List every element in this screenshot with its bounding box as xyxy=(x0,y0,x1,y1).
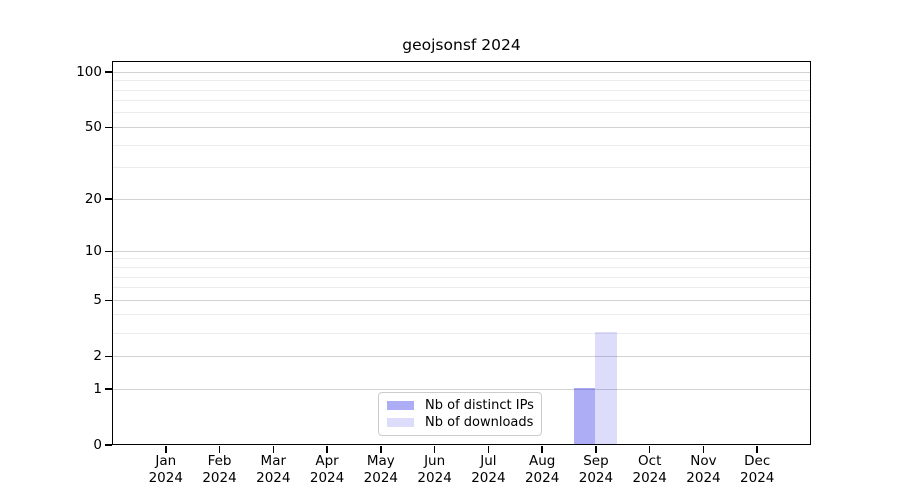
y-gridline-minor xyxy=(113,112,810,114)
y-gridline-minor xyxy=(113,144,810,146)
legend-swatch-distinct-ips xyxy=(387,400,414,410)
bar-distinct-ips xyxy=(573,388,596,444)
y-gridline-minor xyxy=(113,267,810,268)
x-tick-label: Jun 2024 xyxy=(417,453,452,486)
legend-row-distinct-ips: Nb of distinct IPs xyxy=(387,397,534,413)
x-tick-label: Nov 2024 xyxy=(686,453,721,486)
legend-label-distinct-ips: Nb of distinct IPs xyxy=(425,397,534,413)
x-tick-label: Apr 2024 xyxy=(309,453,345,486)
x-tick xyxy=(218,446,221,453)
x-tick xyxy=(702,446,705,453)
bar-downloads xyxy=(595,332,617,444)
legend: Nb of distinct IPs Nb of downloads xyxy=(378,392,542,436)
x-tick-label: Feb 2024 xyxy=(202,453,237,486)
y-gridline-major xyxy=(113,250,810,252)
y-gridline-minor xyxy=(113,80,810,82)
x-tick-label: Oct 2024 xyxy=(632,453,667,486)
y-tick-label: 10 xyxy=(84,243,102,260)
x-tick-label: May 2024 xyxy=(363,453,399,486)
y-tick-label: 2 xyxy=(93,348,102,365)
x-tick xyxy=(595,446,597,453)
y-tick xyxy=(105,126,112,129)
y-tick-label: 100 xyxy=(76,64,102,81)
y-gridline-major xyxy=(113,126,810,128)
y-tick xyxy=(105,198,112,200)
y-tick xyxy=(105,71,112,73)
y-tick-label: 1 xyxy=(93,381,102,397)
x-tick-label: Jan 2024 xyxy=(148,453,183,486)
y-tick-label: 5 xyxy=(93,292,102,309)
x-tick xyxy=(756,446,758,453)
x-tick xyxy=(272,446,275,453)
y-tick xyxy=(105,355,112,357)
y-tick-label: 20 xyxy=(84,191,102,208)
y-gridline-major xyxy=(113,198,810,200)
x-tick xyxy=(380,446,382,453)
x-tick xyxy=(326,446,328,453)
x-tick-label: Jul 2024 xyxy=(471,453,506,486)
x-tick xyxy=(541,446,543,453)
y-tick xyxy=(105,388,112,390)
y-gridline-minor xyxy=(113,287,810,289)
y-gridline-major xyxy=(113,71,810,73)
chart-title: geojsonsf 2024 xyxy=(402,36,521,54)
x-tick-label: Mar 2024 xyxy=(256,453,291,486)
x-tick xyxy=(433,446,436,453)
x-tick xyxy=(165,446,167,453)
legend-row-downloads: Nb of downloads xyxy=(387,415,533,430)
y-gridline-minor xyxy=(113,100,810,102)
y-gridline-minor xyxy=(113,258,810,260)
x-tick xyxy=(487,446,490,453)
y-tick-label: 0 xyxy=(93,437,102,453)
y-gridline-minor xyxy=(113,89,810,91)
y-tick xyxy=(105,444,112,446)
y-gridline-minor xyxy=(113,167,810,169)
legend-label-downloads: Nb of downloads xyxy=(425,415,534,431)
y-tick xyxy=(105,250,112,253)
plot-area xyxy=(112,61,811,445)
y-gridline-major xyxy=(113,388,810,390)
y-gridline-minor xyxy=(113,332,810,334)
y-tick-label: 50 xyxy=(84,119,102,136)
y-gridline-major xyxy=(113,355,810,357)
x-tick xyxy=(648,446,651,453)
x-tick-label: Aug 2024 xyxy=(524,453,560,486)
y-tick xyxy=(105,299,112,301)
y-gridline-minor xyxy=(113,314,810,316)
x-tick-label: Dec 2024 xyxy=(740,453,775,486)
legend-swatch-downloads xyxy=(387,418,414,428)
y-gridline-major xyxy=(113,299,810,301)
x-tick-label: Sep 2024 xyxy=(578,453,614,486)
y-gridline-minor xyxy=(113,276,810,278)
